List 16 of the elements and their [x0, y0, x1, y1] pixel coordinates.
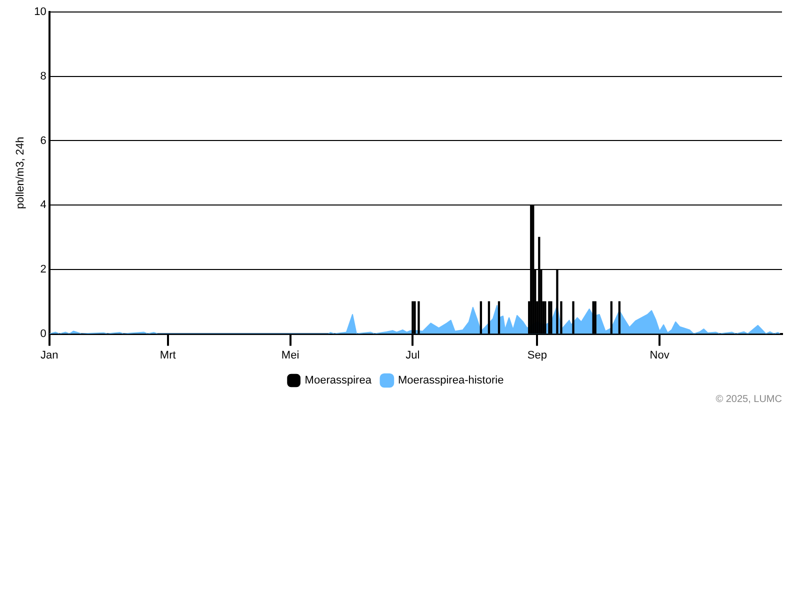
x-tick-label: Sep	[527, 349, 547, 362]
x-tick-label: Nov	[650, 349, 670, 362]
legend-label: Moerasspirea	[304, 374, 372, 387]
y-tick-label: 10	[34, 6, 46, 18]
y-axis-title: pollen/m3, 24h	[14, 136, 27, 209]
x-tick-label: Jul	[406, 349, 420, 362]
y-tick-label: 2	[40, 263, 46, 276]
y-tick-label: 0	[40, 328, 46, 340]
x-tick-label: Mrt	[160, 349, 176, 362]
y-tick-label: 6	[40, 134, 46, 147]
legend-label: Moerasspirea-historie	[398, 374, 504, 387]
text: © 2025, LUMC	[716, 394, 782, 405]
x-tick-label: Mei	[281, 349, 300, 362]
x-tick-label: Jan	[40, 349, 58, 362]
y-tick-label: 8	[40, 70, 46, 82]
y-tick-label: 4	[40, 199, 46, 212]
